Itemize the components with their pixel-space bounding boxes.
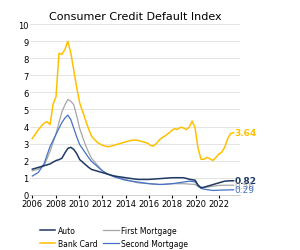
- First Mortgage: [31, 170, 34, 173]
- Bank Card: [229, 132, 232, 136]
- Bank Card: [188, 126, 191, 129]
- Bank Card: [66, 40, 70, 43]
- Auto: [199, 186, 203, 190]
- Second Mortgage: [229, 188, 232, 192]
- Auto: [232, 180, 236, 182]
- First Mortgage: [229, 184, 232, 187]
- Second Mortgage: [66, 114, 70, 117]
- Second Mortgage: [31, 175, 34, 178]
- Bank Card: [232, 132, 236, 134]
- Auto: [69, 146, 73, 149]
- Auto: [45, 164, 49, 167]
- Line: First Mortgage: First Mortgage: [32, 100, 234, 188]
- Second Mortgage: [63, 117, 67, 120]
- Text: 0.29: 0.29: [235, 186, 255, 194]
- Text: 3.64: 3.64: [235, 129, 257, 138]
- Second Mortgage: [45, 154, 49, 157]
- First Mortgage: [232, 184, 236, 187]
- Text: 0.82: 0.82: [235, 176, 257, 186]
- Auto: [188, 178, 191, 181]
- Auto: [63, 152, 67, 155]
- Auto: [72, 148, 76, 151]
- Title: Consumer Credit Default Index: Consumer Credit Default Index: [49, 12, 221, 22]
- Bank Card: [45, 121, 49, 124]
- First Mortgage: [188, 183, 191, 186]
- First Mortgage: [199, 186, 203, 190]
- First Mortgage: [45, 157, 49, 160]
- Legend: Auto, Bank Card, First Mortgage, Second Mortgage: Auto, Bank Card, First Mortgage, Second …: [40, 226, 188, 248]
- Second Mortgage: [211, 189, 215, 192]
- Second Mortgage: [232, 188, 236, 192]
- Auto: [229, 180, 232, 182]
- First Mortgage: [66, 98, 70, 102]
- Second Mortgage: [149, 182, 152, 186]
- Auto: [149, 178, 152, 181]
- Auto: [31, 168, 34, 171]
- Bank Card: [211, 159, 215, 162]
- Bank Card: [31, 138, 34, 140]
- Line: Auto: Auto: [32, 148, 234, 188]
- First Mortgage: [63, 104, 67, 107]
- Bank Card: [72, 70, 76, 72]
- First Mortgage: [149, 182, 152, 186]
- Bank Card: [149, 144, 152, 148]
- Second Mortgage: [72, 127, 76, 130]
- Bank Card: [63, 49, 67, 52]
- Second Mortgage: [188, 180, 191, 183]
- Line: Bank Card: Bank Card: [32, 42, 234, 161]
- First Mortgage: [72, 104, 76, 107]
- Text: 0.56: 0.56: [235, 181, 255, 190]
- Line: Second Mortgage: Second Mortgage: [32, 116, 234, 191]
